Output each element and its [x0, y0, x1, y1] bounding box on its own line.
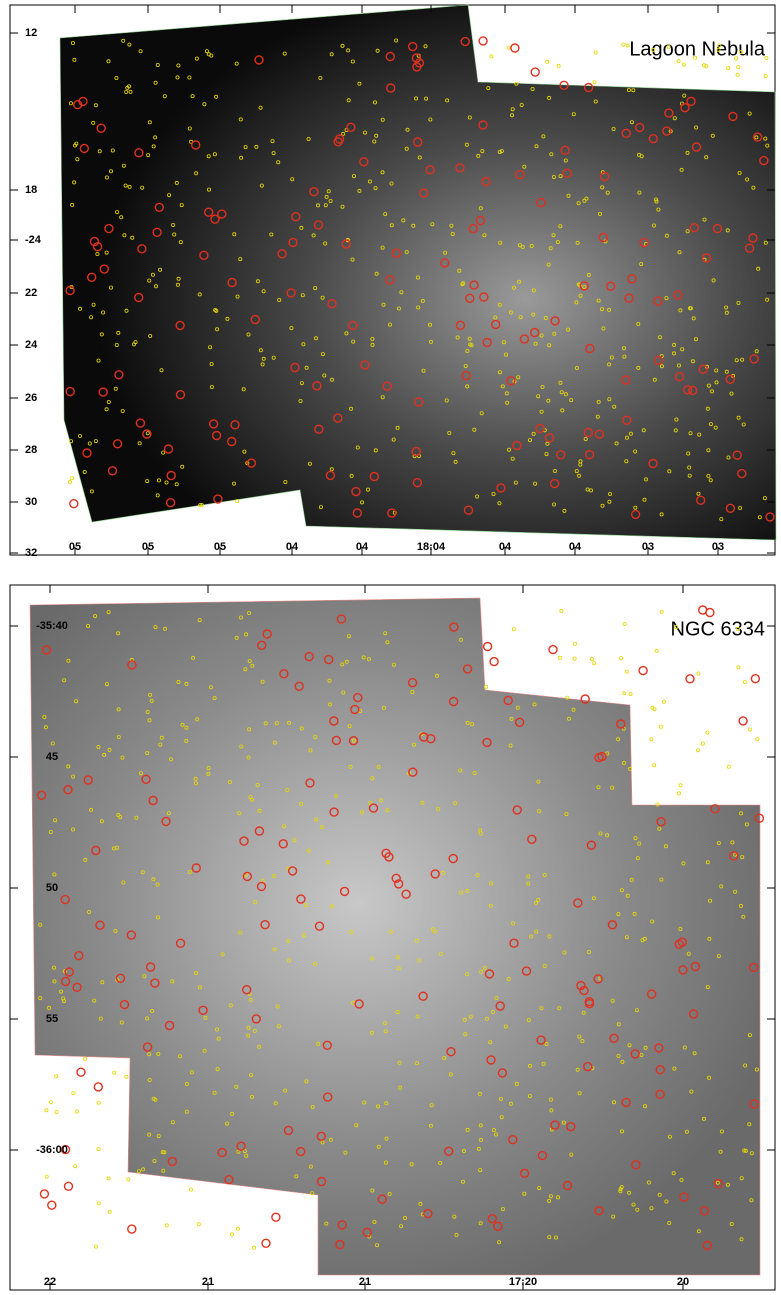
- source-yellow: [125, 1075, 128, 1078]
- source-red: [686, 675, 694, 683]
- source-yellow: [512, 628, 515, 631]
- y-tick-label: 12: [25, 27, 37, 39]
- source-yellow: [593, 81, 596, 84]
- source-yellow: [97, 1148, 100, 1151]
- y-tick-label: -35:40: [36, 620, 68, 632]
- source-yellow: [197, 1223, 200, 1226]
- source-yellow: [737, 666, 740, 669]
- source-yellow: [507, 46, 510, 49]
- panel-title: Lagoon Nebula: [629, 38, 766, 60]
- y-tick-label: 50: [46, 882, 58, 894]
- y-tick-label: -24: [25, 234, 42, 246]
- source-yellow: [653, 764, 656, 767]
- source-yellow: [560, 609, 563, 612]
- source-yellow: [97, 1101, 100, 1104]
- source-yellow: [72, 1092, 75, 1095]
- source-yellow: [97, 1202, 100, 1205]
- source-yellow: [108, 1210, 111, 1213]
- source-red: [739, 717, 747, 725]
- source-red: [531, 68, 539, 76]
- y-tick-label: 55: [46, 1013, 58, 1025]
- source-yellow: [68, 480, 71, 483]
- source-red: [511, 44, 519, 52]
- source-yellow: [573, 642, 576, 645]
- y-tick-label: 28: [25, 444, 37, 456]
- y-tick-label: 32: [25, 547, 37, 559]
- y-tick-label: -36:00: [36, 1144, 68, 1156]
- source-yellow: [590, 658, 593, 661]
- source-yellow: [252, 1246, 255, 1249]
- source-red: [65, 1182, 73, 1190]
- source-red: [94, 1083, 102, 1091]
- source-yellow: [706, 731, 709, 734]
- source-yellow: [623, 692, 626, 695]
- source-red: [40, 1190, 48, 1198]
- source-yellow: [625, 670, 628, 673]
- source-yellow: [677, 792, 680, 795]
- source-yellow: [696, 749, 699, 752]
- source-yellow: [659, 725, 662, 728]
- source-red: [272, 1213, 280, 1221]
- source-red: [484, 643, 492, 651]
- source-yellow: [756, 738, 759, 741]
- source-red: [128, 1225, 136, 1233]
- source-yellow: [629, 693, 632, 696]
- source-yellow: [736, 73, 739, 76]
- source-yellow: [107, 1177, 110, 1180]
- source-yellow: [55, 1075, 58, 1078]
- panel-title: NGC 6334: [671, 618, 766, 640]
- source-yellow: [236, 1227, 239, 1230]
- source-yellow: [127, 1178, 130, 1181]
- source-yellow: [593, 662, 596, 665]
- source-yellow: [230, 1233, 233, 1236]
- y-tick-label: 30: [25, 496, 37, 508]
- source-red: [549, 646, 557, 654]
- source-yellow: [662, 700, 665, 703]
- figure: Lagoon Nebula NGC 6334 12 18 -24 22 24 26 28 30…: [0, 0, 781, 1295]
- source-yellow: [620, 657, 623, 660]
- source-yellow: [49, 1101, 52, 1104]
- source-yellow: [55, 1111, 58, 1114]
- source-yellow: [546, 60, 549, 63]
- sky-image: [30, 598, 760, 1275]
- source-red: [70, 500, 78, 508]
- source-yellow: [75, 1110, 78, 1113]
- source-yellow: [679, 784, 682, 787]
- source-yellow: [71, 477, 74, 480]
- source-red: [48, 1201, 56, 1209]
- y-tick-label: 18: [25, 184, 37, 196]
- source-yellow: [74, 1165, 77, 1168]
- source-yellow: [45, 1109, 48, 1112]
- source-yellow: [701, 742, 704, 745]
- source-yellow: [558, 656, 561, 659]
- source-yellow: [113, 1071, 116, 1074]
- y-tick-label: 24: [25, 339, 38, 351]
- source-red: [751, 675, 759, 683]
- source-yellow: [490, 55, 493, 58]
- source-yellow: [165, 1224, 168, 1227]
- source-yellow: [727, 765, 730, 768]
- y-tick-label: 26: [25, 392, 37, 404]
- source-yellow: [45, 1175, 48, 1178]
- sky-image: [60, 5, 776, 540]
- source-red: [490, 658, 498, 666]
- source-yellow: [189, 1188, 192, 1191]
- source-yellow: [748, 728, 751, 731]
- source-red: [639, 667, 647, 675]
- source-yellow: [557, 64, 560, 67]
- y-tick-label: 22: [25, 287, 37, 299]
- source-yellow: [84, 1057, 87, 1060]
- source-yellow: [573, 657, 576, 660]
- source-yellow: [650, 738, 653, 741]
- source-yellow: [743, 681, 746, 684]
- source-yellow: [94, 1245, 97, 1248]
- source-red: [262, 1239, 270, 1247]
- source-yellow: [764, 75, 767, 78]
- source-red: [77, 1068, 85, 1076]
- y-tick-label: 45: [46, 751, 58, 763]
- source-red: [479, 37, 487, 45]
- source-yellow: [697, 672, 700, 675]
